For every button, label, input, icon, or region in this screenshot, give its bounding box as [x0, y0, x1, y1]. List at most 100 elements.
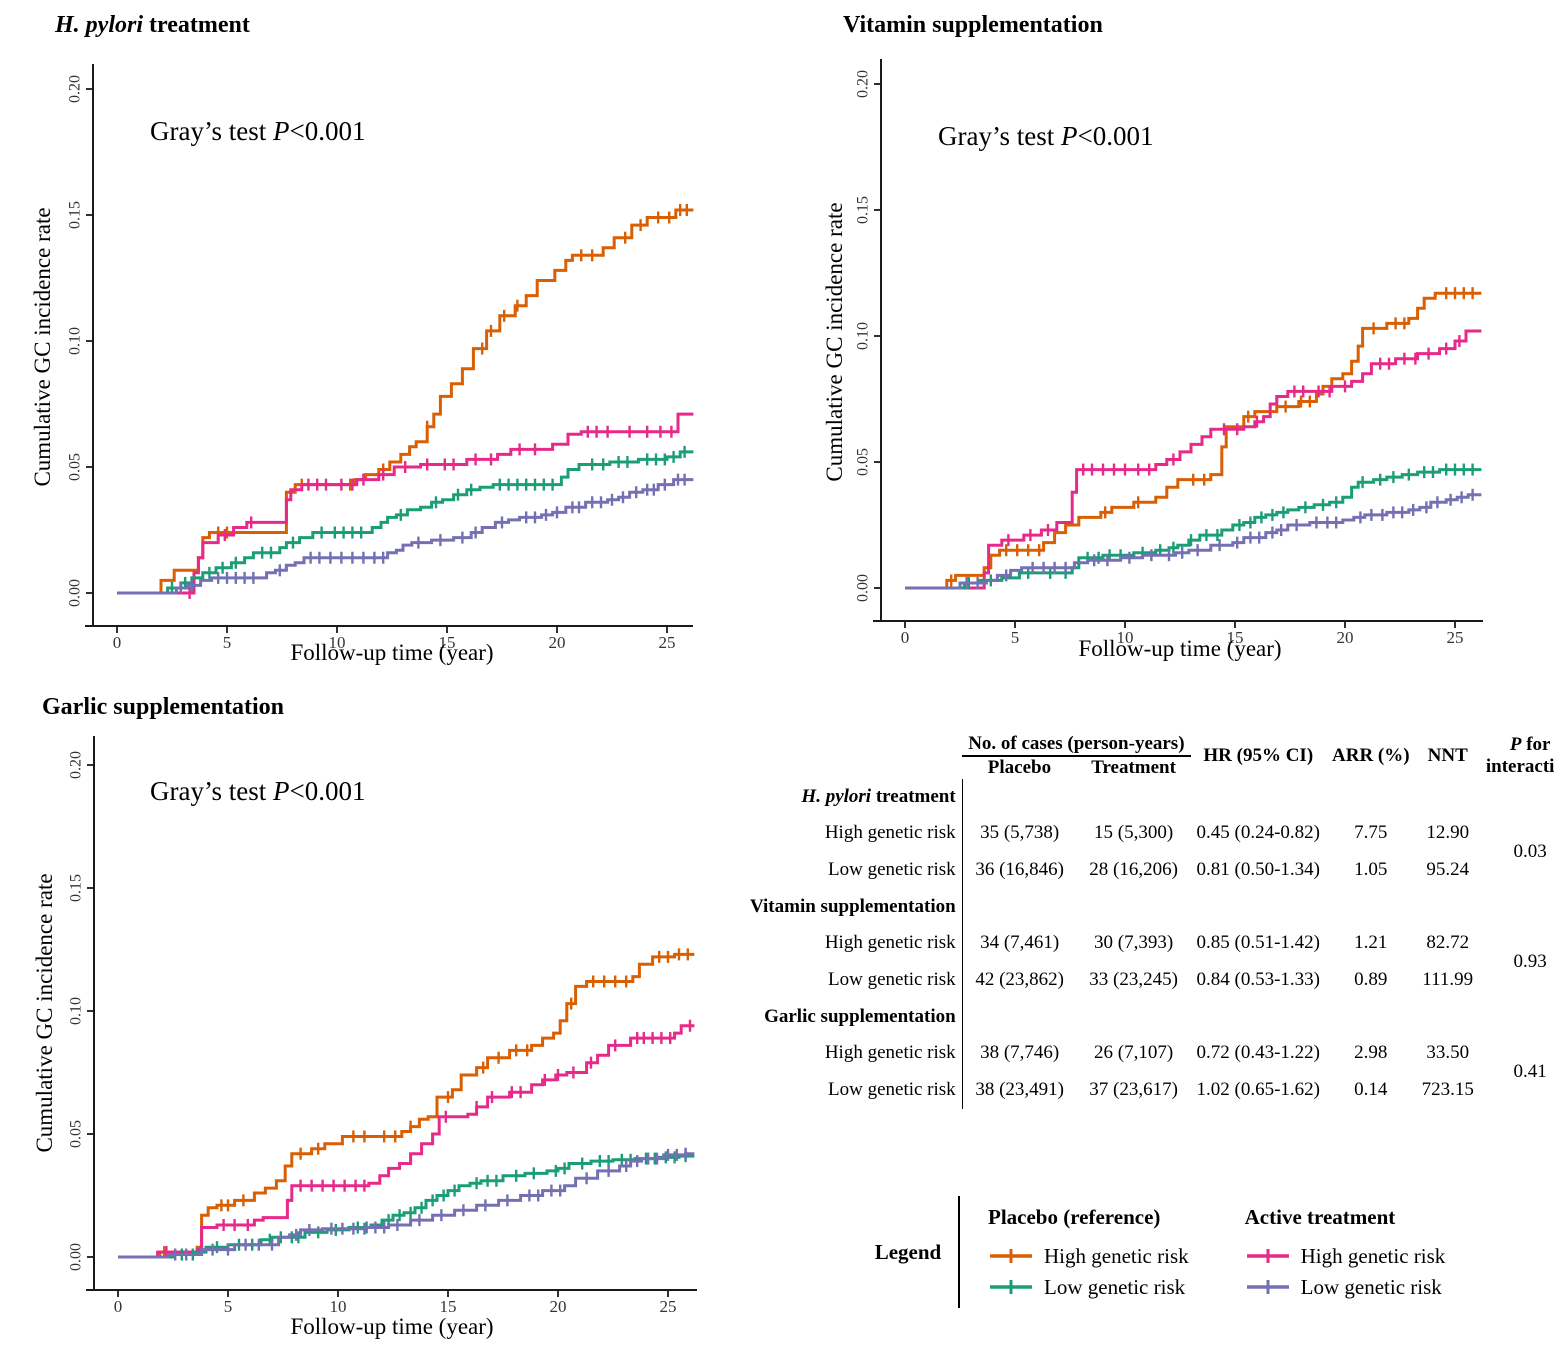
table-cell-treatment: 33 (23,245) — [1089, 969, 1178, 991]
table-cell-empty — [962, 889, 1076, 925]
x-tick-label: 20 — [1337, 628, 1354, 647]
table-cell-hr: 1.02 (0.65-1.62) — [1196, 1079, 1321, 1101]
grays-test-annotation: Gray’s test P<0.001 — [150, 776, 365, 806]
legend-item-label: High genetic risk — [1300, 1243, 1446, 1268]
table-col-header: HR (95% CI) — [1203, 744, 1314, 766]
table-cell-hr: 0.81 (0.50-1.34) — [1196, 859, 1321, 881]
legend-key-line-icon — [990, 1280, 1032, 1294]
table-cell-nnt: 723.15 — [1421, 1079, 1474, 1101]
table-sub-header: Treatment — [1091, 756, 1176, 778]
chart-title: H. pylori treatment — [54, 12, 250, 38]
y-tick-label: 0.00 — [68, 1243, 85, 1271]
x-axis-label: Follow-up time (year) — [290, 1314, 493, 1339]
table-cell-nnt: 33.50 — [1426, 1042, 1470, 1064]
table-row-label: Low genetic risk — [744, 851, 963, 889]
y-tick-label: 0.20 — [855, 70, 872, 98]
table-cell-placebo: 38 (7,746) — [980, 1042, 1060, 1064]
legend-key-line-icon — [1246, 1280, 1289, 1294]
x-tick-label: 0 — [113, 633, 122, 652]
table-cell-nnt: 95.24 — [1426, 859, 1470, 881]
table-cell-p-interaction: 0.93 — [1513, 950, 1547, 972]
grays-test-annotation: Gray’s test P<0.001 — [938, 121, 1153, 151]
survival-curve — [905, 493, 1482, 590]
table-cell-empty — [1480, 999, 1554, 1035]
x-tick-label: 25 — [659, 633, 676, 652]
table-cell-placebo: 42 (23,862) — [975, 969, 1064, 991]
table-cell-empty — [1191, 999, 1326, 1035]
table-cell-empty — [1326, 779, 1416, 815]
legend-title: Legend — [874, 1239, 942, 1264]
x-axis-label: Follow-up time (year) — [290, 640, 493, 665]
survival-curve — [117, 208, 694, 595]
y-tick-label: 0.20 — [68, 751, 85, 779]
table-cell-empty — [1077, 779, 1191, 815]
table-section-label: Garlic supplementation — [744, 998, 963, 1035]
y-tick-label: 0.05 — [67, 453, 84, 481]
table-cell-treatment: 37 (23,617) — [1089, 1079, 1178, 1101]
table-group-header: No. of cases (person-years) — [962, 733, 1191, 757]
figure-legend: Legend Placebo (reference) High genetic r… — [858, 1196, 1501, 1308]
x-tick-label: 25 — [1447, 628, 1464, 647]
y-tick-label: 0.05 — [855, 448, 872, 476]
table-col-header: ARR (%) — [1332, 744, 1410, 766]
y-tick-label: 0.10 — [855, 322, 872, 350]
table-row-label: High genetic risk — [744, 814, 963, 852]
table-cell-empty — [1077, 999, 1191, 1035]
legend-column: Active treatment High genetic risk Low gen… — [1245, 1205, 1446, 1300]
table-cell-p-interaction: 0.03 — [1513, 840, 1547, 862]
x-tick-label: 15 — [439, 633, 456, 652]
legend-column-header: Active treatment — [1244, 1204, 1396, 1229]
survival-curve — [905, 291, 1482, 590]
survival-curve — [118, 1152, 695, 1259]
table-cell-nnt: 12.90 — [1426, 822, 1470, 844]
table-cell-empty — [1191, 779, 1326, 815]
x-tick-label: 25 — [660, 1297, 677, 1316]
table-cell-hr: 0.72 (0.43-1.22) — [1196, 1042, 1321, 1064]
table-cell-p-interaction: 0.41 — [1513, 1060, 1547, 1082]
chart-hpylori-treatment: 0.00 0.05 0.10 0.15 0.20 0 5 10 15 20 25 H. pylori … — [30, 12, 694, 665]
y-tick-label: 0.10 — [68, 997, 85, 1025]
chart-garlic-supplementation: 0.00 0.05 0.10 0.15 0.20 0 5 10 15 20 25 Garlic sup… — [32, 694, 697, 1339]
legend-item: High genetic risk — [1245, 1243, 1446, 1269]
survival-curve — [118, 1024, 695, 1259]
legend-key-line-icon — [990, 1249, 1032, 1263]
table-cell-empty — [1416, 889, 1480, 925]
table-cell-empty — [1416, 999, 1480, 1035]
table-cell-hr: 0.84 (0.53-1.33) — [1196, 969, 1321, 991]
legend-item-label: Low genetic risk — [1300, 1274, 1442, 1299]
results-table-head: No. of cases (person-years) HR (95% CI) AR… — [744, 733, 1554, 779]
table-cell-placebo: 34 (7,461) — [980, 932, 1060, 954]
legend-item-label: High genetic risk — [1044, 1243, 1189, 1268]
y-tick-label: 0.20 — [67, 75, 84, 103]
table-cell-placebo: 35 (5,738) — [980, 822, 1060, 844]
chart-title: Garlic supplementation — [42, 694, 284, 720]
table-cell-empty — [1077, 889, 1191, 925]
table-cell-empty — [1480, 779, 1554, 815]
results-table-body: H. pylori treatment High genetic risk 35 (… — [744, 778, 1554, 1109]
table-cell-treatment: 30 (7,393) — [1094, 932, 1174, 954]
table-row-label: High genetic risk — [744, 924, 963, 962]
table-cell-nnt: 111.99 — [1422, 969, 1474, 991]
x-tick-label: 5 — [224, 1297, 233, 1316]
x-tick-label: 15 — [440, 1297, 457, 1316]
y-tick-label: 0.05 — [68, 1120, 85, 1148]
legend-column-header: Placebo (reference) — [988, 1204, 1161, 1229]
results-table: No. of cases (person-years) HR (95% CI) AR… — [744, 733, 1554, 1109]
table-cell-hr: 0.85 (0.51-1.42) — [1196, 932, 1321, 954]
y-tick-label: 0.00 — [855, 574, 872, 602]
x-tick-label: 5 — [223, 633, 232, 652]
table-col-header: NNT — [1427, 744, 1468, 766]
y-axis-label: Cumulative GC incidence rate — [822, 202, 847, 481]
table-cell-arr: 0.89 — [1354, 969, 1388, 991]
table-cell-arr: 2.98 — [1354, 1042, 1388, 1064]
table-cell-treatment: 28 (16,206) — [1089, 859, 1178, 881]
table-cell-empty — [1191, 889, 1326, 925]
x-tick-label: 5 — [1011, 628, 1020, 647]
survival-curve — [117, 450, 694, 595]
table-row-label: High genetic risk — [744, 1034, 963, 1072]
y-axis-label: Cumulative GC incidence rate — [30, 207, 55, 486]
table-cell-empty — [1480, 889, 1554, 925]
legend-columns: Placebo (reference) High genetic risk Low … — [988, 1205, 1501, 1300]
table-cell-nnt: 82.72 — [1426, 932, 1470, 954]
